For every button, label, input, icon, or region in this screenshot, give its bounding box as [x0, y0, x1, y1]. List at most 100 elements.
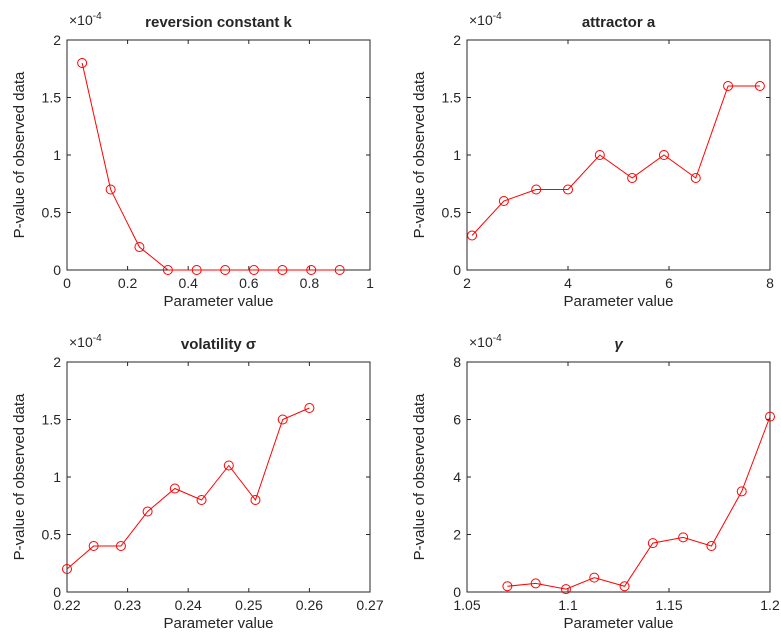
axis-multiplier: ×10-4 [469, 333, 502, 350]
x-axis-label: Parameter value [163, 293, 273, 310]
data-point [105, 184, 116, 195]
data-point [62, 564, 72, 574]
x-tick-label: 2 [463, 275, 471, 291]
data-point [134, 242, 145, 252]
axis-multiplier: ×10-4 [469, 11, 502, 28]
y-tick-label: 0.5 [42, 205, 62, 221]
x-tick-label: 0.22 [53, 597, 80, 613]
plot-area [66, 39, 371, 271]
data-point [531, 184, 542, 195]
y-tick-label: 0.5 [442, 205, 462, 221]
x-tick-label: 0.8 [300, 275, 320, 291]
chart-panel-1: 0 0.2 0.4 0.6 0.8 1 0 0.5 1 1.5 2 ×10-4 reversion co… [11, 11, 374, 310]
x-tick-label: 0.23 [114, 597, 141, 613]
data-point [589, 572, 600, 583]
data-point [563, 184, 573, 195]
y-tick-label: 1 [453, 147, 461, 163]
data-point [627, 173, 638, 183]
axis-multiplier-base: ×10 [69, 334, 93, 350]
data-point [277, 414, 288, 425]
chart-title: reversion constant k [145, 14, 292, 31]
axis-multiplier-exponent: -4 [93, 11, 102, 22]
data-point [502, 581, 513, 592]
series-line [507, 416, 771, 590]
data-point [142, 506, 153, 517]
x-tick-label: 0 [63, 275, 71, 291]
y-tick-label: 2 [53, 354, 61, 370]
axis-multiplier-exponent: -4 [493, 333, 502, 344]
x-tick-label: 1.2 [760, 597, 780, 613]
data-point [706, 541, 717, 551]
axis-multiplier-base: ×10 [469, 12, 493, 28]
y-tick-label: 4 [453, 469, 461, 485]
data-point [77, 58, 88, 68]
data-point [220, 265, 231, 275]
x-tick-label: 0.27 [356, 597, 383, 613]
x-tick-label: 1.05 [453, 597, 480, 613]
axis-multiplier-exponent: -4 [93, 333, 102, 344]
data-point [560, 584, 571, 595]
x-tick-label: 0.4 [178, 275, 198, 291]
x-tick-label: 0.6 [239, 275, 259, 291]
series-line [66, 407, 310, 570]
data-point [690, 173, 701, 183]
axis-multiplier: ×10-4 [69, 333, 102, 350]
plot-area [466, 39, 771, 271]
chart-title: γ [614, 336, 624, 353]
y-tick-label: 0 [453, 584, 461, 600]
y-tick-label: 0 [53, 584, 61, 600]
data-point [498, 196, 509, 206]
plot-area [466, 361, 771, 593]
x-axis-label: Parameter value [163, 615, 273, 632]
y-tick-label: 0.5 [42, 527, 62, 543]
data-point [467, 230, 478, 241]
series-line [81, 62, 340, 271]
x-tick-label: 1.15 [655, 597, 682, 613]
x-tick-label: 1 [366, 275, 374, 291]
x-tick-label: 8 [766, 275, 774, 291]
data-point [736, 486, 747, 497]
data-point [658, 150, 669, 160]
data-point [765, 411, 775, 422]
y-tick-label: 1 [53, 147, 61, 163]
y-tick-label: 1.5 [442, 90, 462, 106]
data-point [678, 532, 689, 543]
y-tick-label: 8 [453, 354, 461, 370]
x-tick-label: 1.1 [558, 597, 578, 613]
x-tick-label: 0.25 [235, 597, 262, 613]
data-point [223, 460, 234, 471]
chart-panel-3: 0.22 0.23 0.24 0.25 0.26 0.27 0 0.5 1 1.5 2 ×10-4 vo… [11, 333, 384, 632]
data-point [594, 150, 605, 160]
axis-multiplier: ×10-4 [69, 11, 102, 28]
data-point [162, 265, 173, 275]
axis-multiplier-exponent: -4 [493, 11, 502, 22]
data-point [88, 541, 99, 551]
series-line [471, 85, 760, 236]
data-point [754, 81, 765, 91]
y-tick-label: 0 [453, 262, 461, 278]
y-tick-label: 1.5 [42, 90, 62, 106]
x-tick-label: 0.24 [175, 597, 202, 613]
data-point [647, 538, 658, 549]
x-tick-label: 0.2 [118, 275, 138, 291]
chart-title: volatility σ [181, 336, 256, 353]
data-point [723, 81, 734, 91]
data-point [304, 403, 315, 413]
y-tick-label: 0 [53, 262, 61, 278]
y-tick-label: 2 [53, 32, 61, 48]
x-axis-label: Parameter value [563, 293, 673, 310]
chart-title: attractor a [582, 14, 656, 31]
y-axis-label: P-value of observed data [411, 71, 428, 238]
x-tick-label: 0.26 [296, 597, 323, 613]
data-point [277, 265, 288, 275]
data-point [334, 265, 345, 275]
data-point [248, 265, 259, 275]
y-axis-label: P-value of observed data [411, 393, 428, 560]
data-point [169, 483, 180, 494]
axis-multiplier-base: ×10 [469, 334, 493, 350]
data-point [196, 495, 207, 505]
plot-area [66, 361, 371, 593]
y-tick-label: 6 [453, 412, 461, 428]
data-point [115, 541, 126, 551]
